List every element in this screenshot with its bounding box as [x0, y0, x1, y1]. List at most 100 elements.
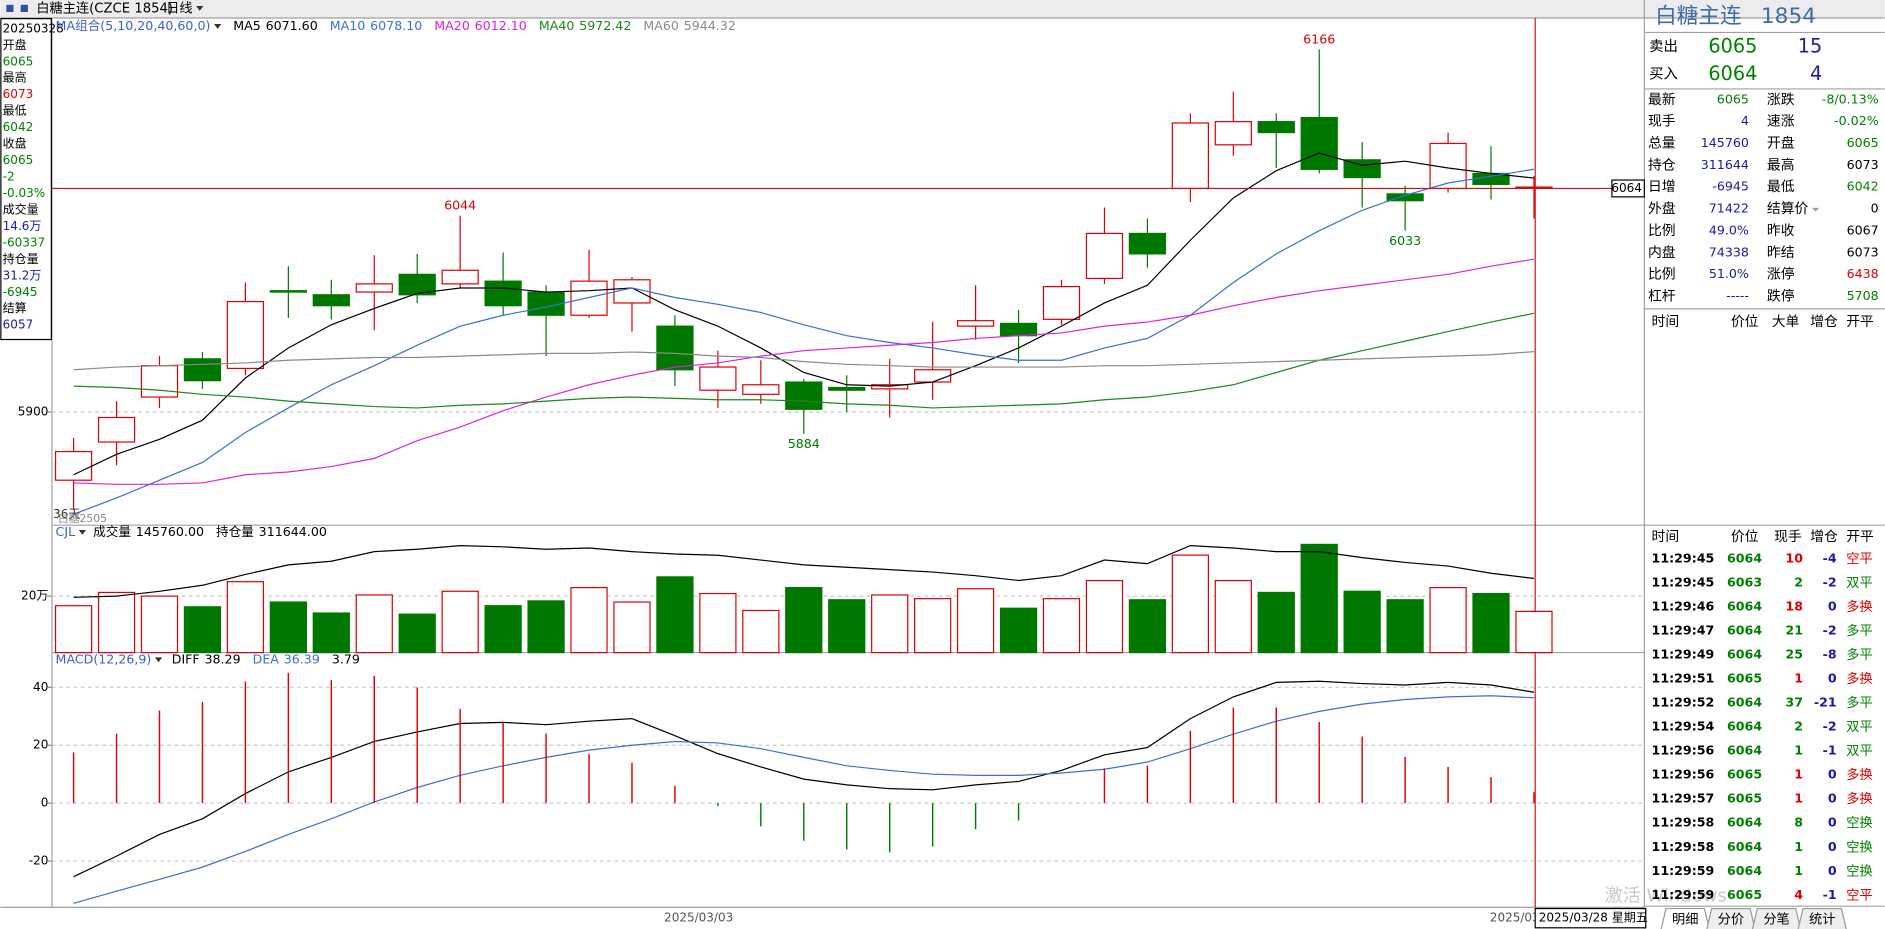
quote-label: 速涨: [1767, 114, 1795, 130]
table-header: 时间: [1652, 314, 1680, 330]
table-header: 增仓: [1810, 314, 1838, 330]
tab[interactable]: 明细: [1672, 911, 1698, 927]
candle-body: [54, 450, 93, 481]
quote-value: 51.0%: [1709, 266, 1749, 281]
tick-size: 1: [1794, 767, 1803, 782]
candle-body: [1300, 116, 1338, 170]
macd-line: [73, 680, 1535, 878]
volume-bar: [699, 592, 737, 654]
dropdown-icon: [214, 24, 222, 29]
volume-bar: [54, 605, 93, 654]
volume-bar: [613, 601, 651, 654]
quote-label: 跌停: [1767, 288, 1795, 305]
tab[interactable]: 统计: [1809, 911, 1835, 927]
bid-label: 买入: [1649, 66, 1678, 83]
quote-value: 71422: [1709, 201, 1749, 216]
tick-oi: -1: [1823, 887, 1837, 902]
tick-oi: 0: [1828, 839, 1837, 854]
candle-body: [1085, 232, 1124, 280]
volume-bar: [484, 605, 522, 654]
ask-label: 卖出: [1649, 38, 1678, 55]
volume-bar: [527, 600, 565, 654]
volume-bar: [742, 609, 780, 654]
tab[interactable]: 分价: [1718, 911, 1744, 927]
tick-type: 多换: [1846, 790, 1872, 807]
watermark: 激活 Windows: [1605, 886, 1727, 907]
icon: [6, 4, 14, 13]
tick-size: 1: [1794, 863, 1803, 878]
quote-label: 昨结: [1767, 245, 1795, 261]
volume-bar: [269, 601, 307, 654]
open-interest-line: [73, 545, 1535, 598]
legend-title: MACD(12,26,9): [56, 651, 152, 666]
legend-title: CJL: [56, 524, 76, 539]
ma-line: [73, 351, 1535, 371]
table-header: 开平: [1846, 314, 1874, 330]
quote-value: 145760: [1701, 135, 1749, 150]
top-bar: [0, 0, 1885, 19]
tick-type: 多平: [1846, 646, 1872, 663]
tick-price: 6064: [1727, 863, 1762, 878]
candle-body: [956, 320, 995, 327]
quote-value: -----: [1726, 288, 1749, 303]
candle-body: [441, 269, 479, 285]
tick-price: 6065: [1727, 671, 1762, 686]
dropdown-icon: [1812, 207, 1820, 212]
tick-type: 多平: [1846, 622, 1872, 639]
high-label: 6166: [1303, 31, 1335, 46]
volume-bar: [999, 607, 1038, 654]
tick-oi: 0: [1828, 598, 1837, 613]
table-header: 现手: [1774, 529, 1802, 545]
crosshair-price-box: [1611, 179, 1645, 198]
quote-value: 6042: [1847, 179, 1879, 194]
volume-bar: [1429, 587, 1467, 654]
tick-type: 多换: [1846, 766, 1872, 783]
y-tick-label: -20: [29, 854, 49, 868]
tick-size: 8: [1794, 815, 1803, 830]
info-line: 14.6万: [3, 219, 42, 233]
candle-body: [1128, 232, 1167, 255]
legend-name: MA10: [330, 18, 366, 33]
tab[interactable]: 分笔: [1763, 911, 1789, 927]
tick-time: 11:29:45: [1652, 550, 1715, 565]
ma-line: [73, 152, 1535, 476]
tab-shape[interactable]: [1797, 907, 1847, 929]
tick-oi: 0: [1828, 815, 1837, 830]
volume-bar: [1386, 599, 1424, 654]
low-label: 6033: [1389, 233, 1421, 248]
tick-size: 4: [1794, 887, 1803, 902]
info-line: 6057: [3, 318, 34, 332]
tick-oi: -4: [1823, 550, 1837, 565]
tab-shape[interactable]: [1706, 907, 1756, 929]
quote-value: 6073: [1847, 244, 1879, 259]
tick-type: 双平: [1846, 720, 1872, 735]
legend-name: DIFF: [172, 651, 200, 666]
legend-value: 38.29: [205, 651, 241, 666]
tab-shape[interactable]: [1751, 907, 1802, 929]
tick-type: 多换: [1846, 670, 1872, 687]
tick-time: 11:29:57: [1652, 791, 1715, 806]
candle-body: [785, 381, 823, 410]
info-line: 6065: [3, 54, 34, 68]
candle-body: [1257, 121, 1295, 134]
tick-size: 21: [1785, 622, 1803, 637]
info-line: 6065: [3, 153, 34, 167]
table-header: 开平: [1846, 529, 1874, 545]
info-line: 结算: [3, 300, 27, 315]
info-line: -60337: [3, 235, 46, 249]
tick-oi: 0: [1828, 863, 1837, 878]
tab-shape[interactable]: [1660, 907, 1710, 929]
volume-bar: [183, 606, 222, 654]
volume-bar: [355, 594, 393, 654]
crosshair-price: 6064: [1611, 181, 1642, 195]
volume-bar: [1128, 599, 1167, 654]
y-tick-label: 20万: [21, 589, 48, 603]
volume-bar: [1472, 592, 1510, 654]
quote-label: 持仓: [1648, 157, 1676, 173]
tick-size: 1: [1794, 839, 1803, 854]
tick-oi: -21: [1814, 695, 1837, 710]
volume-bar: [1085, 579, 1124, 654]
table-header: 增仓: [1810, 529, 1838, 545]
volume-bar: [914, 598, 952, 654]
